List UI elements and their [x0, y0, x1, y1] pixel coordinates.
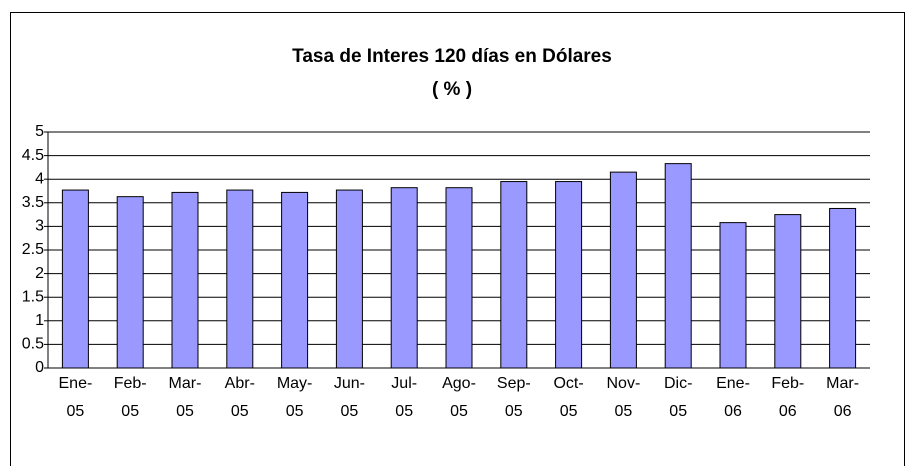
- y-tick-label: 4: [35, 170, 44, 187]
- bar: [61, 189, 89, 369]
- bar: [664, 163, 692, 369]
- x-tick-label: Feb-06: [771, 375, 804, 420]
- x-tick-label: Ene-06: [716, 375, 750, 420]
- bar: [116, 196, 144, 369]
- x-tick-label: Mar-05: [169, 375, 202, 420]
- bar: [445, 187, 473, 369]
- y-tick-label: 1.5: [22, 288, 44, 305]
- bar: [774, 214, 802, 369]
- x-tick-label: Jul-05: [391, 375, 417, 420]
- y-tick-label: 0: [35, 359, 44, 376]
- bar: [335, 189, 363, 369]
- x-tick-label: Nov-05: [607, 375, 641, 420]
- bar: [281, 191, 309, 369]
- x-tick-label: May-05: [277, 375, 313, 420]
- x-tick-label: Abr-05: [225, 375, 255, 420]
- y-tick-label: 2.5: [22, 241, 44, 258]
- x-tick-label: Feb-05: [114, 375, 147, 420]
- bar: [829, 207, 857, 369]
- bar: [500, 181, 528, 369]
- bar: [171, 191, 199, 369]
- x-tick-label: Mar-06: [826, 375, 859, 420]
- chart-subtitle: ( % ): [432, 79, 472, 100]
- y-tick-label: 2: [35, 265, 44, 282]
- bar: [226, 189, 254, 369]
- x-tick-label: Oct-05: [553, 375, 583, 420]
- y-tick-label: 4.5: [22, 147, 44, 164]
- bar: [555, 181, 583, 369]
- x-tick-label: Dic-05: [664, 375, 692, 420]
- y-tick-label: 3: [35, 218, 44, 235]
- x-tick-label: Jun-05: [334, 375, 365, 420]
- x-tick-label: Ago-05: [442, 375, 476, 420]
- y-tick-label: 5: [35, 123, 44, 140]
- y-tick-label: 3.5: [22, 194, 44, 211]
- bar: [390, 187, 418, 369]
- x-tick-label: Sep-05: [497, 375, 531, 420]
- chart-title: Tasa de Interes 120 días en Dólares: [292, 46, 612, 67]
- y-tick-label: 0.5: [22, 336, 44, 353]
- bar: [719, 222, 747, 369]
- bar: [609, 171, 637, 369]
- y-tick-label: 1: [35, 312, 44, 329]
- x-tick-label: Ene-05: [59, 375, 93, 420]
